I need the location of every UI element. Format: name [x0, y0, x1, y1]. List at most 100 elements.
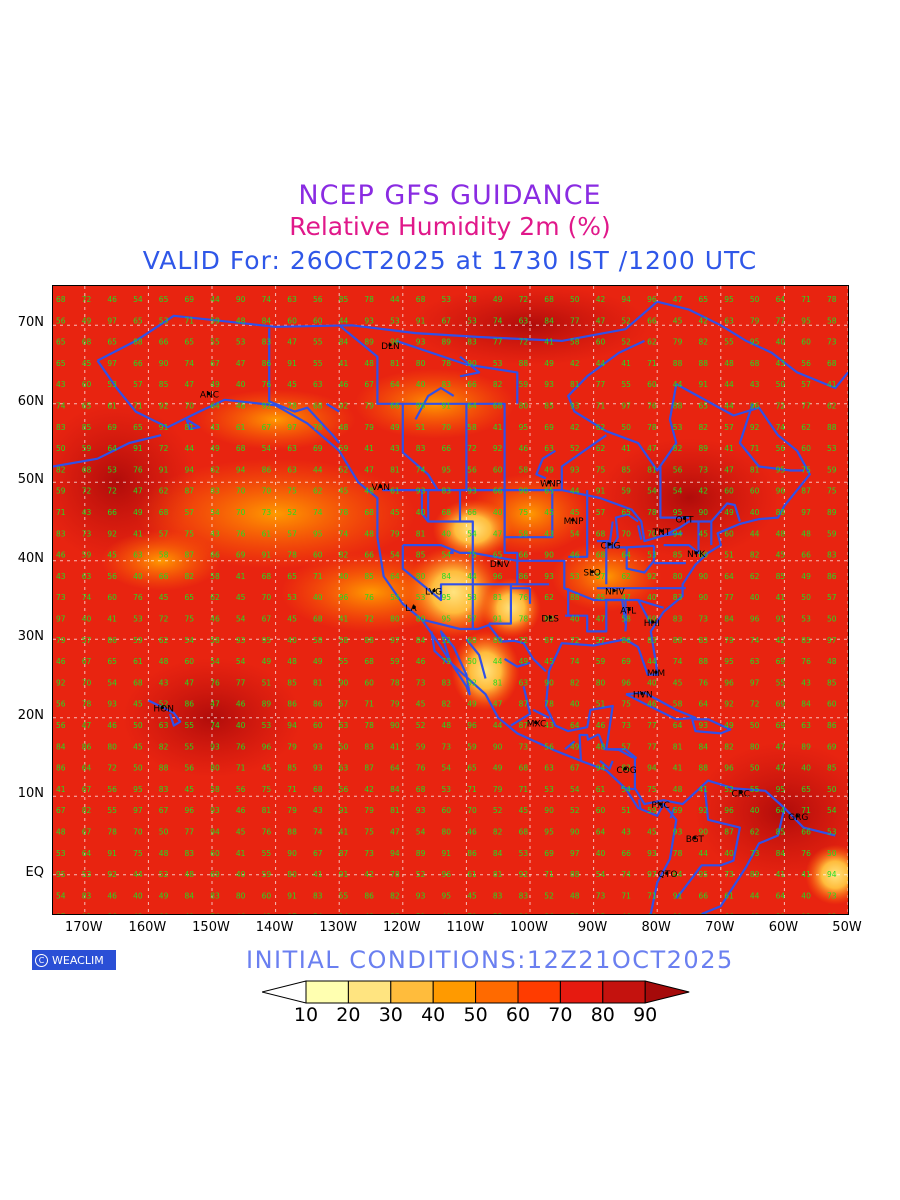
grid-value-texture: 81 [493, 593, 503, 602]
grid-value-texture: 45 [287, 615, 297, 624]
grid-value-texture: 85 [416, 551, 426, 560]
grid-value-texture: 65 [107, 338, 117, 347]
colorbar-box [475, 980, 519, 1004]
grid-value-texture: 74 [776, 423, 786, 432]
city-label: HON [153, 705, 174, 715]
grid-value-texture: 55 [339, 891, 349, 900]
grid-value-texture: 89 [699, 444, 709, 453]
grid-value-texture: 42 [364, 785, 374, 794]
city-marker: ANC [200, 391, 219, 401]
grid-value-texture: 93 [544, 572, 554, 581]
grid-value-texture: 58 [210, 785, 220, 794]
grid-value-texture: 46 [210, 615, 220, 624]
grid-value-texture: 72 [82, 295, 92, 304]
grid-value-texture: 83 [673, 593, 683, 602]
grid-value-texture: 57 [82, 636, 92, 645]
grid-value-texture: 74 [82, 593, 92, 602]
grid-value-texture: 50 [827, 849, 837, 858]
grid-value-texture: 80 [416, 359, 426, 368]
colorbar [262, 980, 690, 1004]
grid-value-texture: 71 [596, 402, 606, 411]
grid-value-texture: 61 [236, 423, 246, 432]
grid-value-texture: 54 [313, 913, 323, 914]
grid-value-texture: 72 [467, 444, 477, 453]
grid-value-texture: 67 [262, 423, 272, 432]
grid-value-texture: 58 [570, 338, 580, 347]
grid-value-texture: 59 [262, 870, 272, 879]
city-dot [658, 802, 662, 806]
grid-value-texture: 47 [364, 465, 374, 474]
grid-value-texture: 63 [339, 764, 349, 773]
grid-value-texture: 71 [313, 572, 323, 581]
border-line [565, 598, 664, 633]
grid-value-texture: 54 [185, 636, 195, 645]
city-marker: PNC [651, 801, 669, 811]
grid-value-texture: 43 [159, 678, 169, 687]
grid-value-texture: 53 [56, 849, 66, 858]
grid-value-texture: 81 [390, 465, 400, 474]
border-line [504, 657, 531, 668]
grid-value-texture: 90 [236, 295, 246, 304]
grid-value-texture: 60 [647, 380, 657, 389]
grid-value-texture: 91 [776, 615, 786, 624]
map-canvas: 68 72 46 54 65 69 44 90 74 63 56 85 78 44 68 53 78 49 72 68… [53, 286, 848, 914]
grid-value-texture: 93 [570, 402, 580, 411]
grid-value-texture: 95 [596, 913, 606, 914]
grid-value-texture: 59 [56, 487, 66, 496]
grid-value-texture: 71 [236, 764, 246, 773]
grid-value-texture: 93 [467, 487, 477, 496]
border-line [414, 386, 455, 420]
grid-value-texture: 81 [570, 380, 580, 389]
grid-value-texture: 41 [107, 615, 117, 624]
grid-value-texture: 92 [107, 529, 117, 538]
grid-value-texture: 41 [801, 870, 811, 879]
grid-value-texture: 69 [776, 721, 786, 730]
grid-value-texture: 56 [56, 700, 66, 709]
border-line [663, 521, 700, 554]
city-label: HVN [633, 690, 653, 700]
grid-value-texture: 66 [159, 338, 169, 347]
grid-value-texture: 94 [621, 295, 631, 304]
grid-value-texture: 53 [544, 785, 554, 794]
grid-value-texture: 73 [827, 338, 837, 347]
latitude-label: 10N [17, 786, 44, 802]
grid-value-texture: 78 [287, 551, 297, 560]
grid-value-texture: 59 [596, 657, 606, 666]
grid-value-texture: 79 [673, 338, 683, 347]
city-dot [654, 670, 658, 674]
grid-value-texture: 45 [82, 359, 92, 368]
grid-value-texture: 48 [159, 657, 169, 666]
grid-value-texture: 78 [647, 423, 657, 432]
grid-value-texture: 52 [544, 891, 554, 900]
grid-value-texture: 50 [776, 380, 786, 389]
grid-value-texture: 52 [621, 316, 631, 325]
grid-value-texture: 54 [133, 295, 143, 304]
border-line [449, 548, 455, 554]
grid-value-texture: 73 [827, 891, 837, 900]
grid-value-texture: 67 [442, 316, 452, 325]
grid-value-texture: 42 [776, 636, 786, 645]
grid-value-texture: 76 [262, 828, 272, 837]
grid-value-texture: 47 [185, 380, 195, 389]
grid-value-texture: 78 [390, 678, 400, 687]
grid-value-texture: 60 [724, 487, 734, 496]
grid-value-texture: 89 [416, 849, 426, 858]
grid-value-texture: 83 [467, 338, 477, 347]
grid-value-texture: 81 [416, 529, 426, 538]
grid-value-texture: 86 [467, 849, 477, 858]
grid-value-texture: 46 [621, 913, 631, 914]
grid-value-texture: 49 [390, 423, 400, 432]
grid-value-texture: 87 [56, 913, 66, 914]
grid-value-texture: 91 [673, 891, 683, 900]
grid-value-texture: 58 [673, 700, 683, 709]
grid-value-texture: 66 [493, 487, 503, 496]
grid-value-texture: 59 [827, 529, 837, 538]
grid-value-texture: 60 [107, 593, 117, 602]
grid-value-texture: 53 [416, 593, 426, 602]
grid-value-texture: 72 [82, 487, 92, 496]
grid-value-texture: 65 [107, 657, 117, 666]
grid-value-texture: 85 [621, 465, 631, 474]
grid-value-texture: 86 [519, 913, 529, 914]
grid-value-texture: 48 [596, 742, 606, 751]
weaclim-logo: C WEACLIM [32, 950, 116, 970]
